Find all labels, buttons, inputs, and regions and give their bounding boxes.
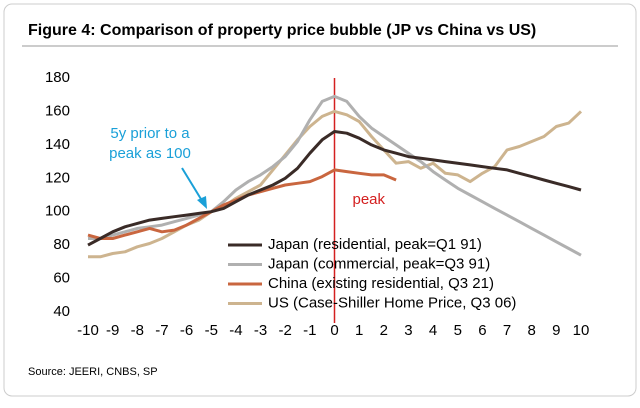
x-tick-label: 10 [573,322,590,339]
legend-label: Japan (residential, peak=Q1 91) [268,236,482,253]
x-tick-label: 6 [478,322,486,339]
x-tick-label: -3 [254,322,267,339]
x-tick-label: -5 [205,322,218,339]
y-tick-label: 80 [53,236,70,253]
chart-title: Figure 4: Comparison of property price b… [28,22,536,39]
legend-label: China (existing residential, Q3 21) [268,275,494,292]
y-tick-label: 60 [53,270,70,287]
series-line [88,109,583,259]
y-tick-label: 180 [45,69,70,86]
x-tick-label: -2 [279,322,292,339]
x-tick-label: -10 [77,322,99,339]
annotation: 5y prior to a [110,125,190,142]
y-tick-label: 40 [53,303,70,320]
reference-label: peak [353,191,386,208]
x-tick-label: 9 [552,322,560,339]
card [3,3,637,397]
x-tick-label: 0 [330,322,338,339]
legend-label: Japan (commercial, peak=Q3 91) [268,255,490,272]
arrow-head [197,196,207,209]
x-tick-label: -1 [303,322,316,339]
y-tick-label: 120 [45,169,70,186]
x-tick-label: 8 [528,322,536,339]
y-tick-label: 140 [45,136,70,153]
x-tick-label: 5 [454,322,462,339]
x-tick-label: 2 [380,322,388,339]
x-tick-label: -4 [229,322,242,339]
x-tick-label: -6 [180,322,193,339]
x-tick-label: -9 [106,322,119,339]
y-tick-label: 160 [45,102,70,119]
y-tick-label: 100 [45,203,70,220]
x-tick-label: 4 [429,322,437,339]
x-tick-label: -8 [131,322,144,339]
x-tick-label: -7 [155,322,168,339]
x-tick-label: 3 [404,322,412,339]
annotation: peak as 100 [109,145,191,162]
arrow [181,167,205,205]
series-line [87,130,582,247]
source: Source: JEERI, CNBS, SP [28,366,158,378]
series-line [88,94,582,257]
x-tick-label: 1 [355,322,363,339]
legend-label: US (Case-Shiller Home Price, Q3 06) [268,294,516,311]
x-tick-label: 7 [503,322,511,339]
